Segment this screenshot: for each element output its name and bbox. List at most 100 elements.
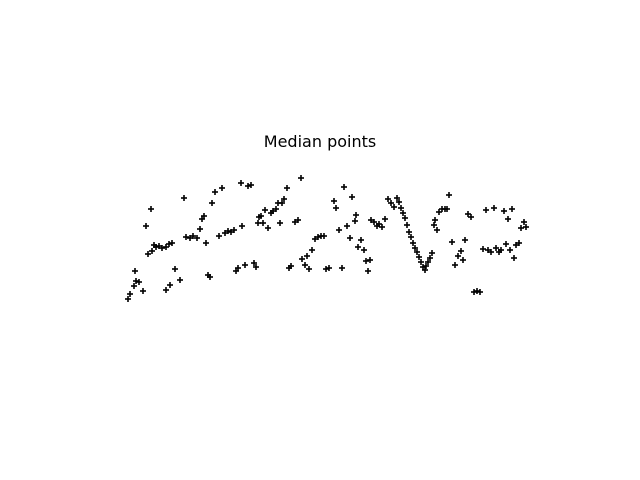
data-point — [172, 266, 178, 272]
data-point — [242, 262, 248, 268]
data-point — [477, 289, 483, 295]
data-point — [194, 235, 200, 241]
data-point — [248, 182, 254, 188]
data-point — [422, 267, 428, 273]
data-point — [465, 211, 471, 217]
data-point — [452, 262, 458, 268]
data-point — [219, 185, 225, 191]
data-point — [326, 265, 332, 271]
data-point — [125, 296, 131, 302]
data-point — [136, 279, 142, 285]
data-point — [503, 241, 509, 247]
data-point — [455, 253, 461, 259]
data-point — [190, 233, 196, 239]
data-point — [302, 262, 308, 268]
data-point — [408, 234, 414, 240]
data-point — [163, 244, 169, 250]
data-point — [509, 206, 515, 212]
data-point — [358, 237, 364, 243]
data-point — [434, 227, 440, 233]
data-point — [153, 244, 159, 250]
data-point — [333, 205, 339, 211]
data-point — [449, 239, 455, 245]
data-point — [163, 287, 169, 293]
data-point — [321, 233, 327, 239]
data-point — [159, 245, 165, 251]
data-point — [169, 240, 175, 246]
data-point — [143, 223, 149, 229]
data-point — [279, 200, 285, 206]
data-point — [446, 192, 452, 198]
data-point — [523, 224, 529, 230]
data-point — [460, 257, 466, 263]
data-point — [258, 213, 264, 219]
data-point — [371, 219, 377, 225]
data-point — [429, 250, 435, 256]
data-point — [505, 216, 511, 222]
data-point — [385, 196, 391, 202]
data-point — [400, 210, 406, 216]
data-point — [507, 247, 513, 253]
data-point — [284, 185, 290, 191]
data-point — [273, 206, 279, 212]
data-point — [341, 184, 347, 190]
data-point — [406, 229, 412, 235]
data-point — [201, 213, 207, 219]
data-point — [402, 215, 408, 221]
data-point — [281, 196, 287, 202]
data-point — [299, 256, 305, 262]
data-point — [207, 274, 213, 280]
data-point — [277, 220, 283, 226]
data-point — [231, 227, 237, 233]
data-point — [376, 221, 382, 227]
data-point — [315, 234, 321, 240]
data-point — [382, 216, 388, 222]
data-point — [352, 218, 358, 224]
data-point — [177, 277, 183, 283]
data-point — [253, 264, 259, 270]
data-point — [431, 222, 437, 228]
data-point — [365, 268, 371, 274]
data-point — [347, 235, 353, 241]
data-point — [410, 240, 416, 246]
data-point — [396, 199, 402, 205]
data-point — [265, 225, 271, 231]
data-point — [394, 195, 400, 201]
data-point — [427, 255, 433, 261]
data-point — [288, 263, 294, 269]
data-point — [471, 289, 477, 295]
data-point — [361, 247, 367, 253]
data-point — [474, 288, 480, 294]
data-point — [436, 209, 442, 215]
data-point — [491, 205, 497, 211]
data-point — [462, 237, 468, 243]
data-point — [295, 217, 301, 223]
data-point — [131, 283, 137, 289]
data-point — [412, 245, 418, 251]
data-point — [388, 200, 394, 206]
data-point — [298, 175, 304, 181]
data-point — [149, 248, 155, 254]
data-point — [197, 226, 203, 232]
data-point — [480, 246, 486, 252]
data-point — [148, 206, 154, 212]
data-point — [262, 207, 268, 213]
data-point — [132, 268, 138, 274]
data-point — [379, 224, 385, 230]
data-point — [398, 205, 404, 211]
data-point — [251, 260, 257, 266]
data-point — [339, 265, 345, 271]
data-point — [498, 247, 504, 253]
data-point — [349, 194, 355, 200]
data-point — [203, 240, 209, 246]
data-point — [344, 223, 350, 229]
data-point — [145, 251, 151, 257]
data-point — [304, 253, 310, 259]
data-point — [133, 278, 139, 284]
data-point — [166, 241, 172, 247]
data-point — [238, 180, 244, 186]
data-point — [468, 214, 474, 220]
chart-title: Median points — [263, 132, 377, 151]
